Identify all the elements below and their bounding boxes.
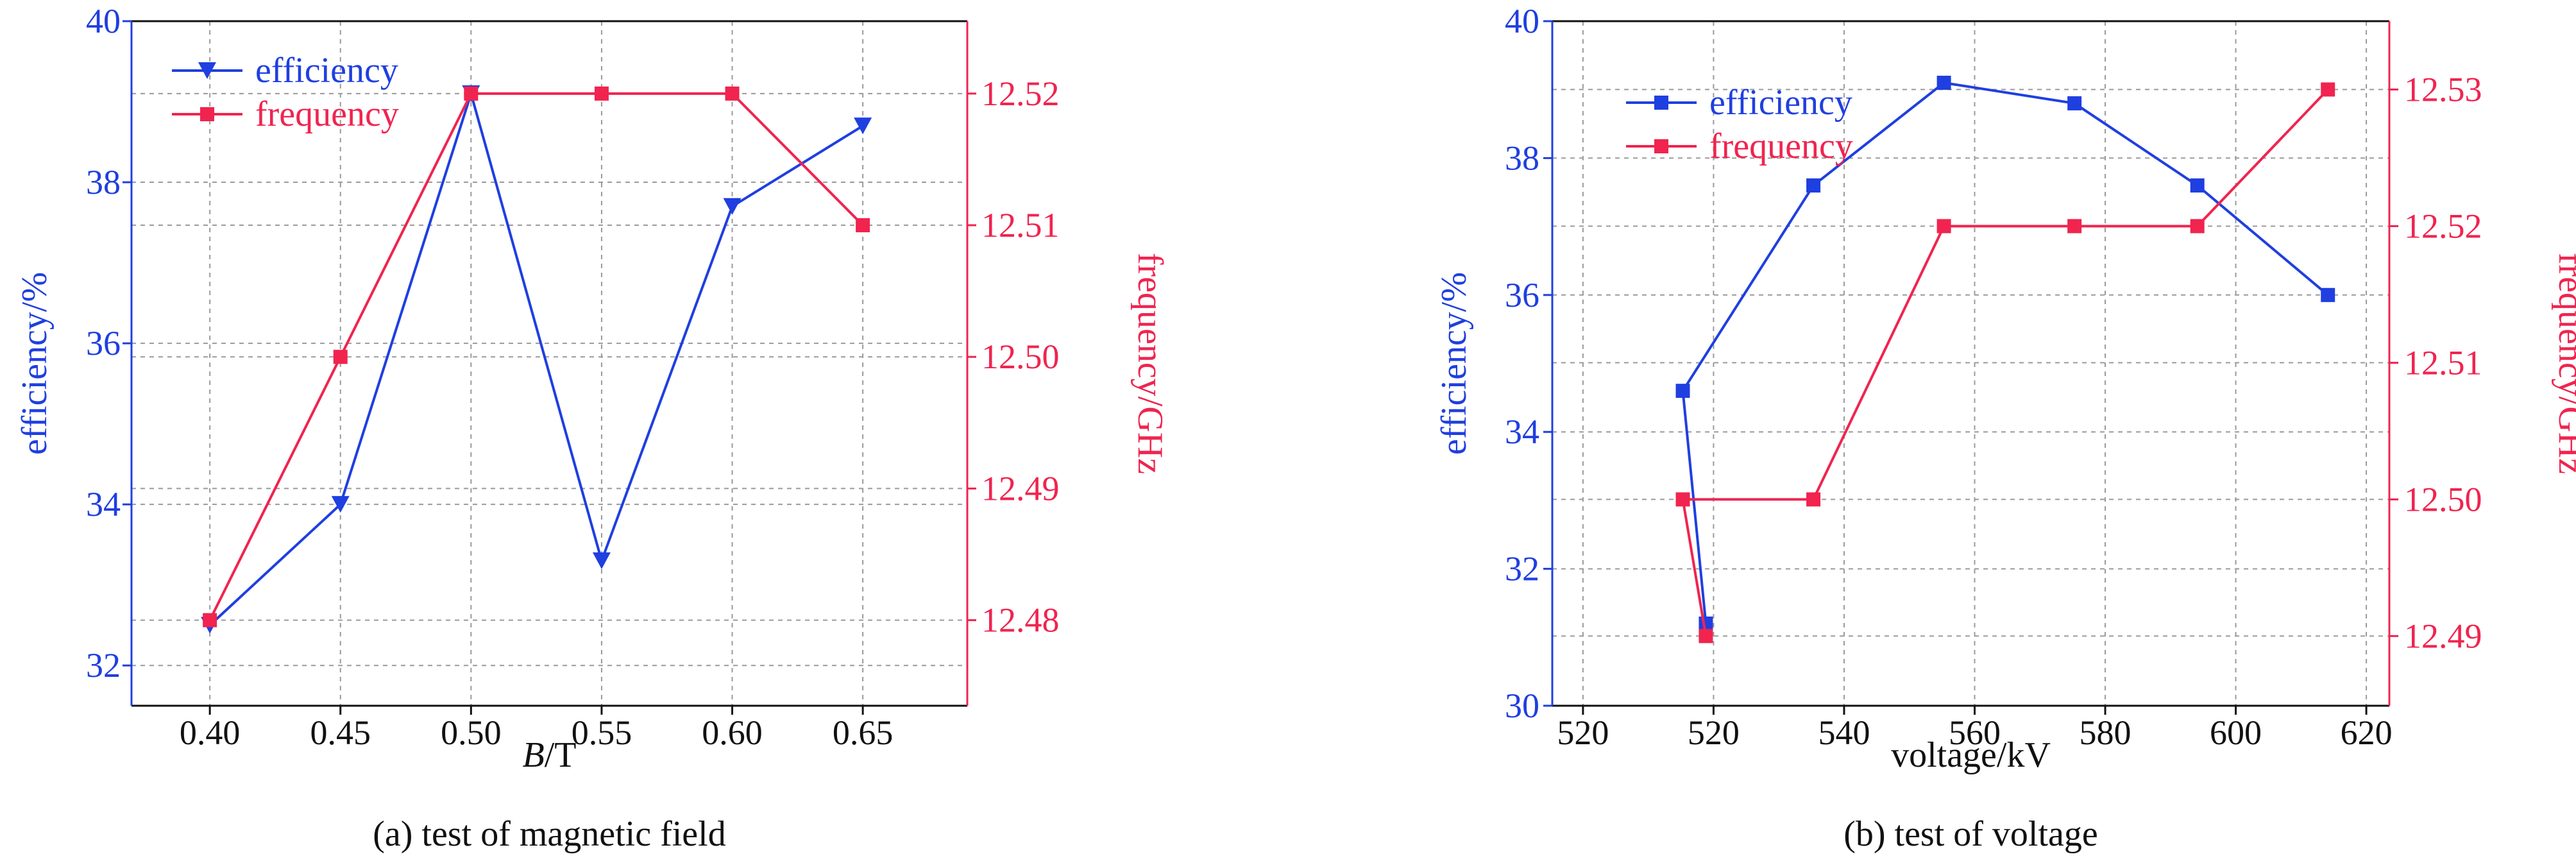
legend-marker-frequency [1654,139,1668,153]
data-point-frequency [594,86,609,101]
left-tick-label: 32 [1505,550,1539,588]
legend-label-efficiency: efficiency [1709,83,1852,123]
y-axis-left-title: efficiency/% [15,272,55,455]
data-point-frequency [2067,219,2082,234]
x-tick-label: 620 [2341,713,2393,752]
legend: efficiency frequency [172,51,399,134]
x-tick-label: 0.50 [441,713,502,752]
x-axis-title-text: /T [545,735,577,775]
left-tick-label: 40 [1505,2,1539,40]
series-line-efficiency [208,89,864,626]
left-tick-label: 40 [86,2,121,40]
series-line-frequency [208,92,864,621]
grid [1552,21,2389,706]
legend-marker-efficiency [1654,96,1668,110]
x-axis-title: voltage/kV [1891,735,2051,775]
chart-b: 520 520 540 560 580 600 620 30 32 34 36 38 40 12.49 12… [1434,2,2576,854]
y-axis-right-title: frequency/GHz [2551,253,2576,474]
right-tick-label: 12.50 [2404,480,2482,518]
data-point-efficiency [2190,178,2205,193]
right-tick-label: 12.52 [2404,207,2482,245]
y-axis-left-title: efficiency/% [1434,272,1474,455]
data-point-frequency [1936,219,1951,234]
left-tick-label: 38 [86,163,121,201]
right-tick-label: 12.49 [981,469,1060,507]
x-tick-label: 0.45 [310,713,371,752]
right-tick-label: 12.52 [981,74,1060,113]
data-point-frequency [333,350,348,364]
right-tick-label: 12.48 [981,601,1060,640]
data-point-efficiency [1675,384,1690,398]
x-tick-label: 0.60 [702,713,763,752]
x-tick-label: 0.55 [572,713,632,752]
left-tick-label: 38 [1505,139,1539,177]
data-point-frequency [856,218,870,233]
legend-marker-frequency [200,107,214,121]
right-tick-label: 12.53 [2404,70,2482,108]
x-tick-label: 520 [1557,713,1609,752]
data-point-frequency [1675,492,1690,507]
data-point-frequency [725,86,740,101]
x-tick-label: 0.40 [180,713,241,752]
x-axis-title: B/T [523,735,577,775]
data-point-frequency [464,86,479,101]
data-point-frequency [1699,629,1713,644]
series-efficiency [201,85,872,634]
right-tick-label: 12.49 [2404,617,2482,655]
left-tick-label: 34 [1505,413,1539,451]
right-tick-label: 12.51 [981,206,1060,244]
chart-caption: (a) test of magnetic field [373,814,725,854]
left-tick-label: 34 [86,485,121,524]
left-tick-label: 30 [1505,686,1539,725]
data-point-efficiency [331,496,350,513]
x-axis-title-text: voltage/kV [1891,735,2051,775]
data-point-efficiency [2321,287,2335,302]
left-tick-label: 36 [1505,276,1539,314]
data-point-frequency [1806,492,1821,507]
right-tick-label: 12.50 [981,337,1060,376]
data-point-frequency [203,613,217,627]
series-frequency [203,86,870,627]
left-tick-label: 36 [86,324,121,362]
series-efficiency [1675,76,2335,631]
data-point-efficiency [854,117,872,135]
x-axis-title-italic: B [523,735,545,775]
data-point-frequency [2321,82,2335,97]
legend-marker-efficiency [198,62,216,79]
legend-label-frequency: frequency [255,94,399,134]
data-point-efficiency [1806,178,1821,193]
legend-label-frequency: frequency [1709,126,1853,166]
left-tick-label: 32 [86,646,121,685]
legend-label-efficiency: efficiency [255,51,398,90]
right-tick-label: 12.51 [2404,343,2482,382]
data-point-frequency [2190,219,2205,234]
x-tick-label: 540 [1818,713,1870,752]
chart-a: 0.40 0.45 0.50 0.55 0.60 0.65 32 34 36 38 40 12.48 1… [15,2,1170,854]
series-frequency [1675,82,2335,644]
data-point-efficiency [1936,76,1951,90]
data-point-efficiency [2067,96,2082,111]
data-point-efficiency [592,552,611,570]
data-point-efficiency [723,198,741,215]
y-axis-right-title: frequency/GHz [1130,253,1170,474]
x-tick-label: 560 [1949,713,2001,752]
x-tick-label: 600 [2210,713,2262,752]
chart-caption: (b) test of voltage [1843,814,2098,854]
x-tick-label: 520 [1688,713,1740,752]
x-tick-label: 0.65 [833,713,894,752]
x-tick-label: 580 [2080,713,2131,752]
